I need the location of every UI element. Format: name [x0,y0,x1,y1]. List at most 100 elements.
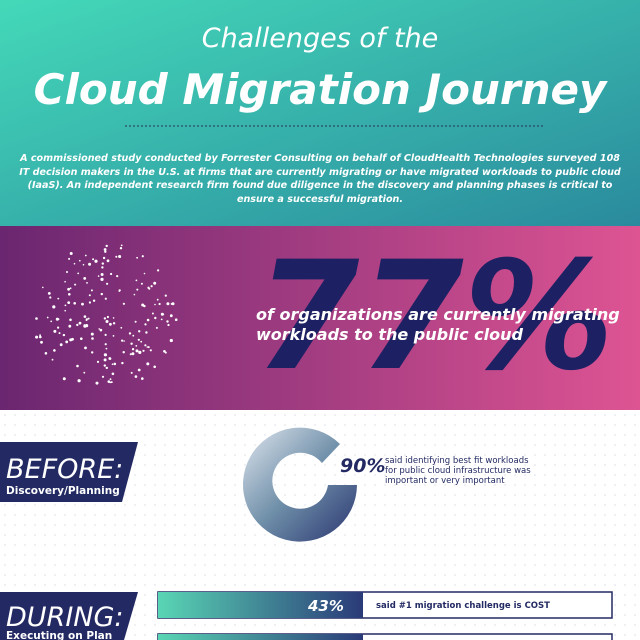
dot-cloud [35,244,178,385]
dot [136,256,139,259]
dot [42,286,44,289]
dot [105,244,108,248]
dot [131,348,135,351]
dot [174,318,178,322]
dot [83,315,87,318]
dot [103,364,107,367]
dot [67,301,71,304]
header-bg [0,0,640,226]
dot [134,320,137,323]
dot [169,338,173,343]
dot [143,272,146,275]
dot [82,263,85,266]
stat-text: workloads to the public cloud [256,325,523,344]
dot [92,258,95,261]
dot [116,275,119,278]
dot [57,297,60,300]
before-label: BEFORE: [6,454,123,485]
dot [103,317,107,320]
before-text: for public cloud infrastructure was [385,466,531,476]
dot [46,316,49,319]
bar-fill [158,634,363,640]
dot [62,333,66,337]
dot [142,349,145,352]
dot [105,347,108,350]
before-banner [0,442,138,502]
dot [79,259,81,262]
dot [95,381,99,385]
dot [69,338,73,342]
dot [144,344,147,347]
dot [35,317,38,320]
dot [55,317,59,321]
dot [166,320,169,323]
dot [111,372,115,376]
dot [74,283,77,286]
dot [57,326,60,329]
intro-box: A commissioned study conducted by Forres… [19,153,621,205]
dot [154,303,156,306]
dot [122,351,125,354]
dot [100,273,104,276]
dot [96,360,100,363]
dot [98,328,100,330]
dot [164,351,167,354]
dot [58,332,61,335]
intro: A commissioned study conducted by Forres… [19,153,621,205]
before-text: important or very important [385,476,505,486]
dot [47,292,51,295]
dot [135,345,138,347]
dot [69,252,73,255]
dot [76,323,79,327]
dot [146,362,150,366]
dot [51,358,54,361]
dot [130,371,133,374]
dot [110,381,113,384]
dot [166,302,170,306]
dot [68,324,72,328]
dot [67,287,70,291]
dot [134,375,138,378]
dot [135,279,138,282]
dot [140,282,143,285]
dot [140,340,143,343]
dot [113,362,117,366]
during-banner [0,592,138,640]
dot [81,302,84,306]
dot [155,326,158,329]
dot [62,377,66,381]
dot [150,285,153,288]
dot [151,312,154,315]
dot [64,309,66,312]
dot [112,322,116,325]
dot [122,302,125,305]
dot [120,326,123,329]
dot [156,298,159,301]
dot [104,333,107,336]
dot [141,303,145,307]
dot [104,250,107,253]
dot [170,302,173,305]
dot [153,365,156,369]
dot [92,299,96,302]
dot [149,349,152,352]
dot [39,334,41,337]
title-line1: Challenges of the [202,23,439,54]
dot [147,346,150,349]
dot [138,350,142,354]
dot [40,340,43,344]
dot [64,280,66,283]
before-sublabel: Discovery/Planning [6,485,120,497]
dot [103,248,107,251]
dot [90,332,94,336]
dot [49,296,52,299]
dot [141,377,144,380]
dot [133,293,136,296]
dot [44,352,48,355]
during-sublabel: Executing on Plan [6,630,112,640]
dot [109,322,112,326]
dot [158,302,161,306]
dot [109,357,112,360]
